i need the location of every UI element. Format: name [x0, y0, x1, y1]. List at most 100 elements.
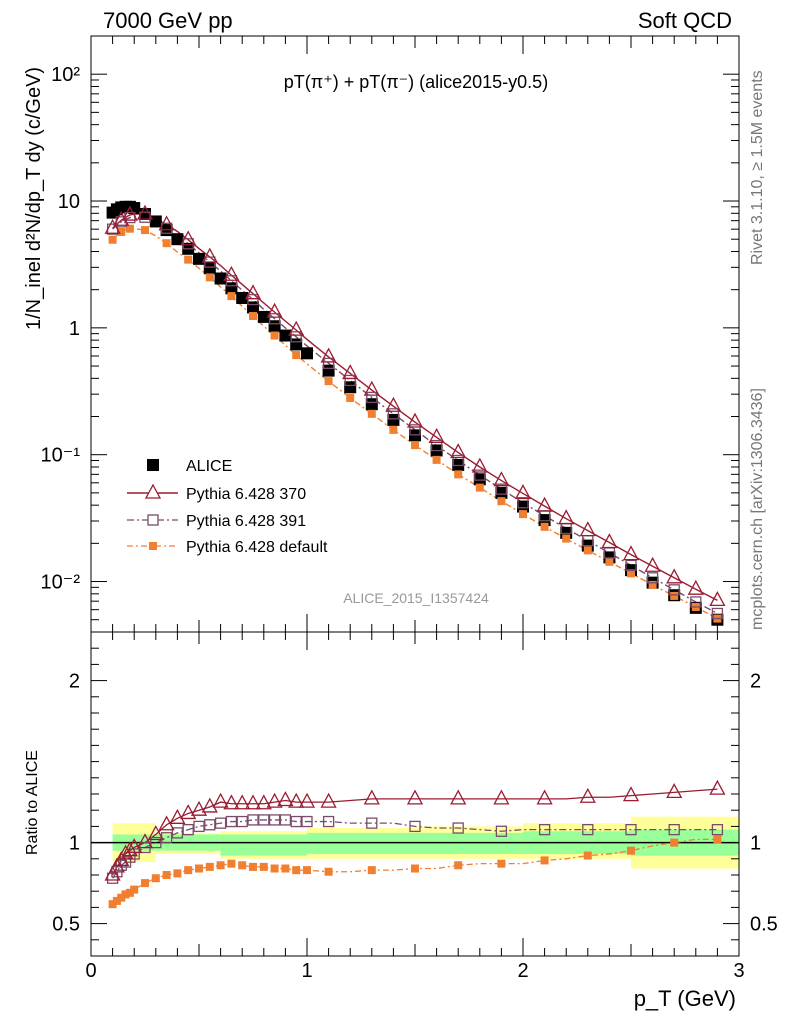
point-pythia-370 — [288, 320, 305, 336]
ratio-point-pythia-default — [540, 856, 549, 865]
point-pythia-370 — [450, 443, 467, 459]
point-pythia-default — [562, 534, 571, 543]
ratio-point-pythia-391 — [214, 817, 227, 829]
ratio-point-pythia-391 — [247, 814, 259, 826]
ratio-point-pythia-default — [670, 838, 679, 847]
ratio-point-pythia-391 — [193, 820, 205, 833]
point-alice — [193, 252, 205, 265]
ratio-point-pythia-370 — [121, 841, 138, 857]
ratio-point-pythia-370 — [363, 789, 380, 805]
ratio-point-pythia-391 — [290, 815, 302, 828]
ratio-point-pythia-default — [583, 851, 592, 860]
point-pythia-370 — [558, 509, 575, 525]
point-pythia-391 — [387, 408, 400, 420]
point-pythia-default — [670, 591, 679, 600]
point-pythia-370 — [709, 591, 726, 607]
ratio-point-pythia-default — [227, 859, 236, 868]
ratio-axis-ticks: 0.5 0.5 1 1 2 2 0 1 2 3 — [52, 632, 778, 982]
legend-marker-391 — [147, 514, 159, 526]
point-pythia-370 — [471, 457, 488, 473]
x-tick-label: 2 — [517, 960, 528, 982]
y-tick-label: 1 — [69, 318, 80, 340]
ratio-point-pythia-370 — [104, 865, 121, 881]
ratio-point-pythia-370 — [622, 786, 640, 802]
ratio-y-tick-label-right: 0.5 — [750, 914, 778, 936]
point-pythia-370 — [104, 218, 121, 234]
ratio-point-pythia-370 — [201, 797, 218, 813]
legend-marker-370 — [144, 483, 162, 499]
point-pythia-370 — [428, 427, 445, 443]
point-pythia-391 — [322, 357, 335, 369]
point-alice — [236, 291, 249, 304]
y-tick-label: 10 — [58, 191, 80, 213]
mcplots-label: mcplots.cern.ch [arXiv:1306.3436] — [749, 388, 766, 630]
point-pythia-391 — [690, 596, 702, 608]
point-pythia-370 — [644, 556, 661, 572]
point-alice — [257, 310, 270, 323]
point-alice — [290, 338, 303, 351]
point-pythia-default — [389, 425, 398, 434]
ratio-y-tick-label-right: 2 — [750, 671, 761, 693]
legend-label-default: Pythia 6.428 default — [186, 539, 328, 556]
x-tick-label: 0 — [85, 960, 96, 982]
ratio-point-pythia-370 — [255, 794, 272, 810]
ratio-point-pythia-370 — [136, 833, 154, 849]
ratio-point-pythia-default — [121, 890, 130, 899]
point-pythia-370 — [622, 545, 640, 561]
analysis-id: ALICE_2015_I1357424 — [343, 590, 489, 606]
point-pythia-370 — [136, 204, 154, 220]
ratio-point-pythia-default — [367, 866, 376, 875]
ratio-point-pythia-default — [281, 864, 290, 873]
ratio-point-pythia-391 — [538, 823, 551, 836]
point-pythia-default — [249, 312, 257, 321]
point-alice — [247, 301, 259, 314]
point-alice — [171, 233, 184, 246]
point-pythia-391 — [160, 222, 173, 234]
ratio-point-pythia-370 — [709, 779, 726, 795]
point-pythia-default — [162, 239, 171, 248]
ratio-point-pythia-default — [173, 869, 182, 878]
y-tick-label: 10⁻² — [41, 572, 81, 594]
point-pythia-391 — [495, 483, 508, 495]
band-inner — [307, 832, 415, 854]
band-inner — [220, 834, 307, 856]
point-pythia-391 — [290, 331, 302, 343]
point-pythia-default — [497, 497, 506, 506]
point-pythia-default — [648, 580, 657, 589]
point-pythia-370 — [113, 210, 130, 226]
ratio-point-pythia-default — [411, 864, 419, 873]
legend-marker-alice — [147, 459, 159, 471]
ratio-point-pythia-default — [162, 871, 171, 879]
ratio-point-pythia-default — [112, 896, 121, 905]
point-pythia-391 — [625, 559, 637, 572]
ratio-frame — [90, 631, 740, 957]
x-tick-label: 1 — [301, 960, 312, 982]
point-pythia-default — [605, 557, 614, 566]
point-pythia-391 — [247, 293, 259, 306]
ratio-point-pythia-391 — [409, 820, 421, 833]
point-pythia-391 — [430, 439, 443, 452]
x-tick-label: 3 — [733, 960, 744, 982]
point-alice — [365, 398, 378, 411]
ratio-point-pythia-default — [151, 874, 160, 883]
point-pythia-391 — [711, 607, 724, 620]
ratio-point-pythia-391 — [322, 815, 335, 828]
point-pythia-default — [324, 377, 333, 386]
band-inner — [415, 832, 523, 854]
ratio-point-pythia-391 — [301, 815, 313, 828]
ratio-point-pythia-370 — [266, 792, 283, 808]
ratio-point-pythia-370 — [234, 794, 251, 810]
ratio-point-pythia-default — [292, 866, 301, 875]
ratio-panel: 0.5 0.5 1 1 2 2 0 1 2 3 Ratio to ALICE — [24, 631, 778, 982]
ratio-y-tick-label: 2 — [69, 671, 80, 693]
ratio-point-pythia-391 — [279, 814, 292, 826]
point-pythia-370 — [385, 396, 402, 412]
curve-pythia-391 — [112, 216, 718, 615]
point-pythia-370 — [363, 380, 380, 396]
ratio-curve-pythia-391 — [112, 819, 718, 879]
ratio-point-pythia-370 — [147, 825, 164, 841]
point-alice — [128, 202, 141, 215]
point-pythia-default — [108, 235, 117, 244]
ratio-point-pythia-391 — [150, 836, 162, 849]
